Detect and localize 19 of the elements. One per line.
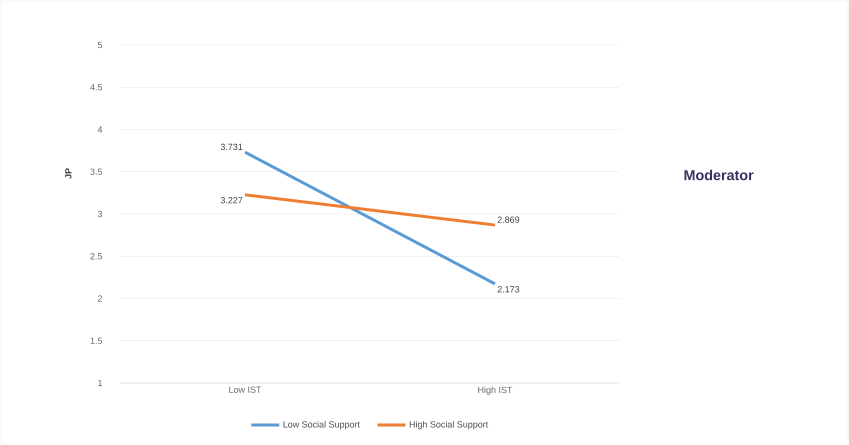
y-tick-label: 4.5 bbox=[90, 84, 102, 90]
legend-label: High Social Support bbox=[410, 420, 488, 430]
y-tick-label: 3.5 bbox=[90, 168, 102, 175]
data-label: 3.731 bbox=[220, 144, 242, 150]
y-tick-label: 2.5 bbox=[90, 253, 102, 260]
y-tick-label: 3 bbox=[98, 210, 102, 218]
data-label: 3.227 bbox=[220, 197, 242, 204]
y-tick-label: 1.5 bbox=[90, 338, 102, 344]
y-tick-label: 1 bbox=[98, 380, 102, 386]
y-tick-label: 2 bbox=[98, 295, 102, 302]
data-label: 2.869 bbox=[498, 216, 520, 223]
legend-label: Low Social Support bbox=[283, 420, 360, 430]
text: Moderator bbox=[684, 170, 754, 180]
data-label: 2.173 bbox=[498, 286, 520, 292]
y-tick-label: 4 bbox=[98, 126, 102, 133]
y-tick-label: 5 bbox=[98, 42, 102, 48]
y-axis-title: JP bbox=[65, 168, 72, 179]
x-tick-label: High IST bbox=[478, 386, 512, 395]
x-tick-label: Low IST bbox=[229, 386, 262, 393]
